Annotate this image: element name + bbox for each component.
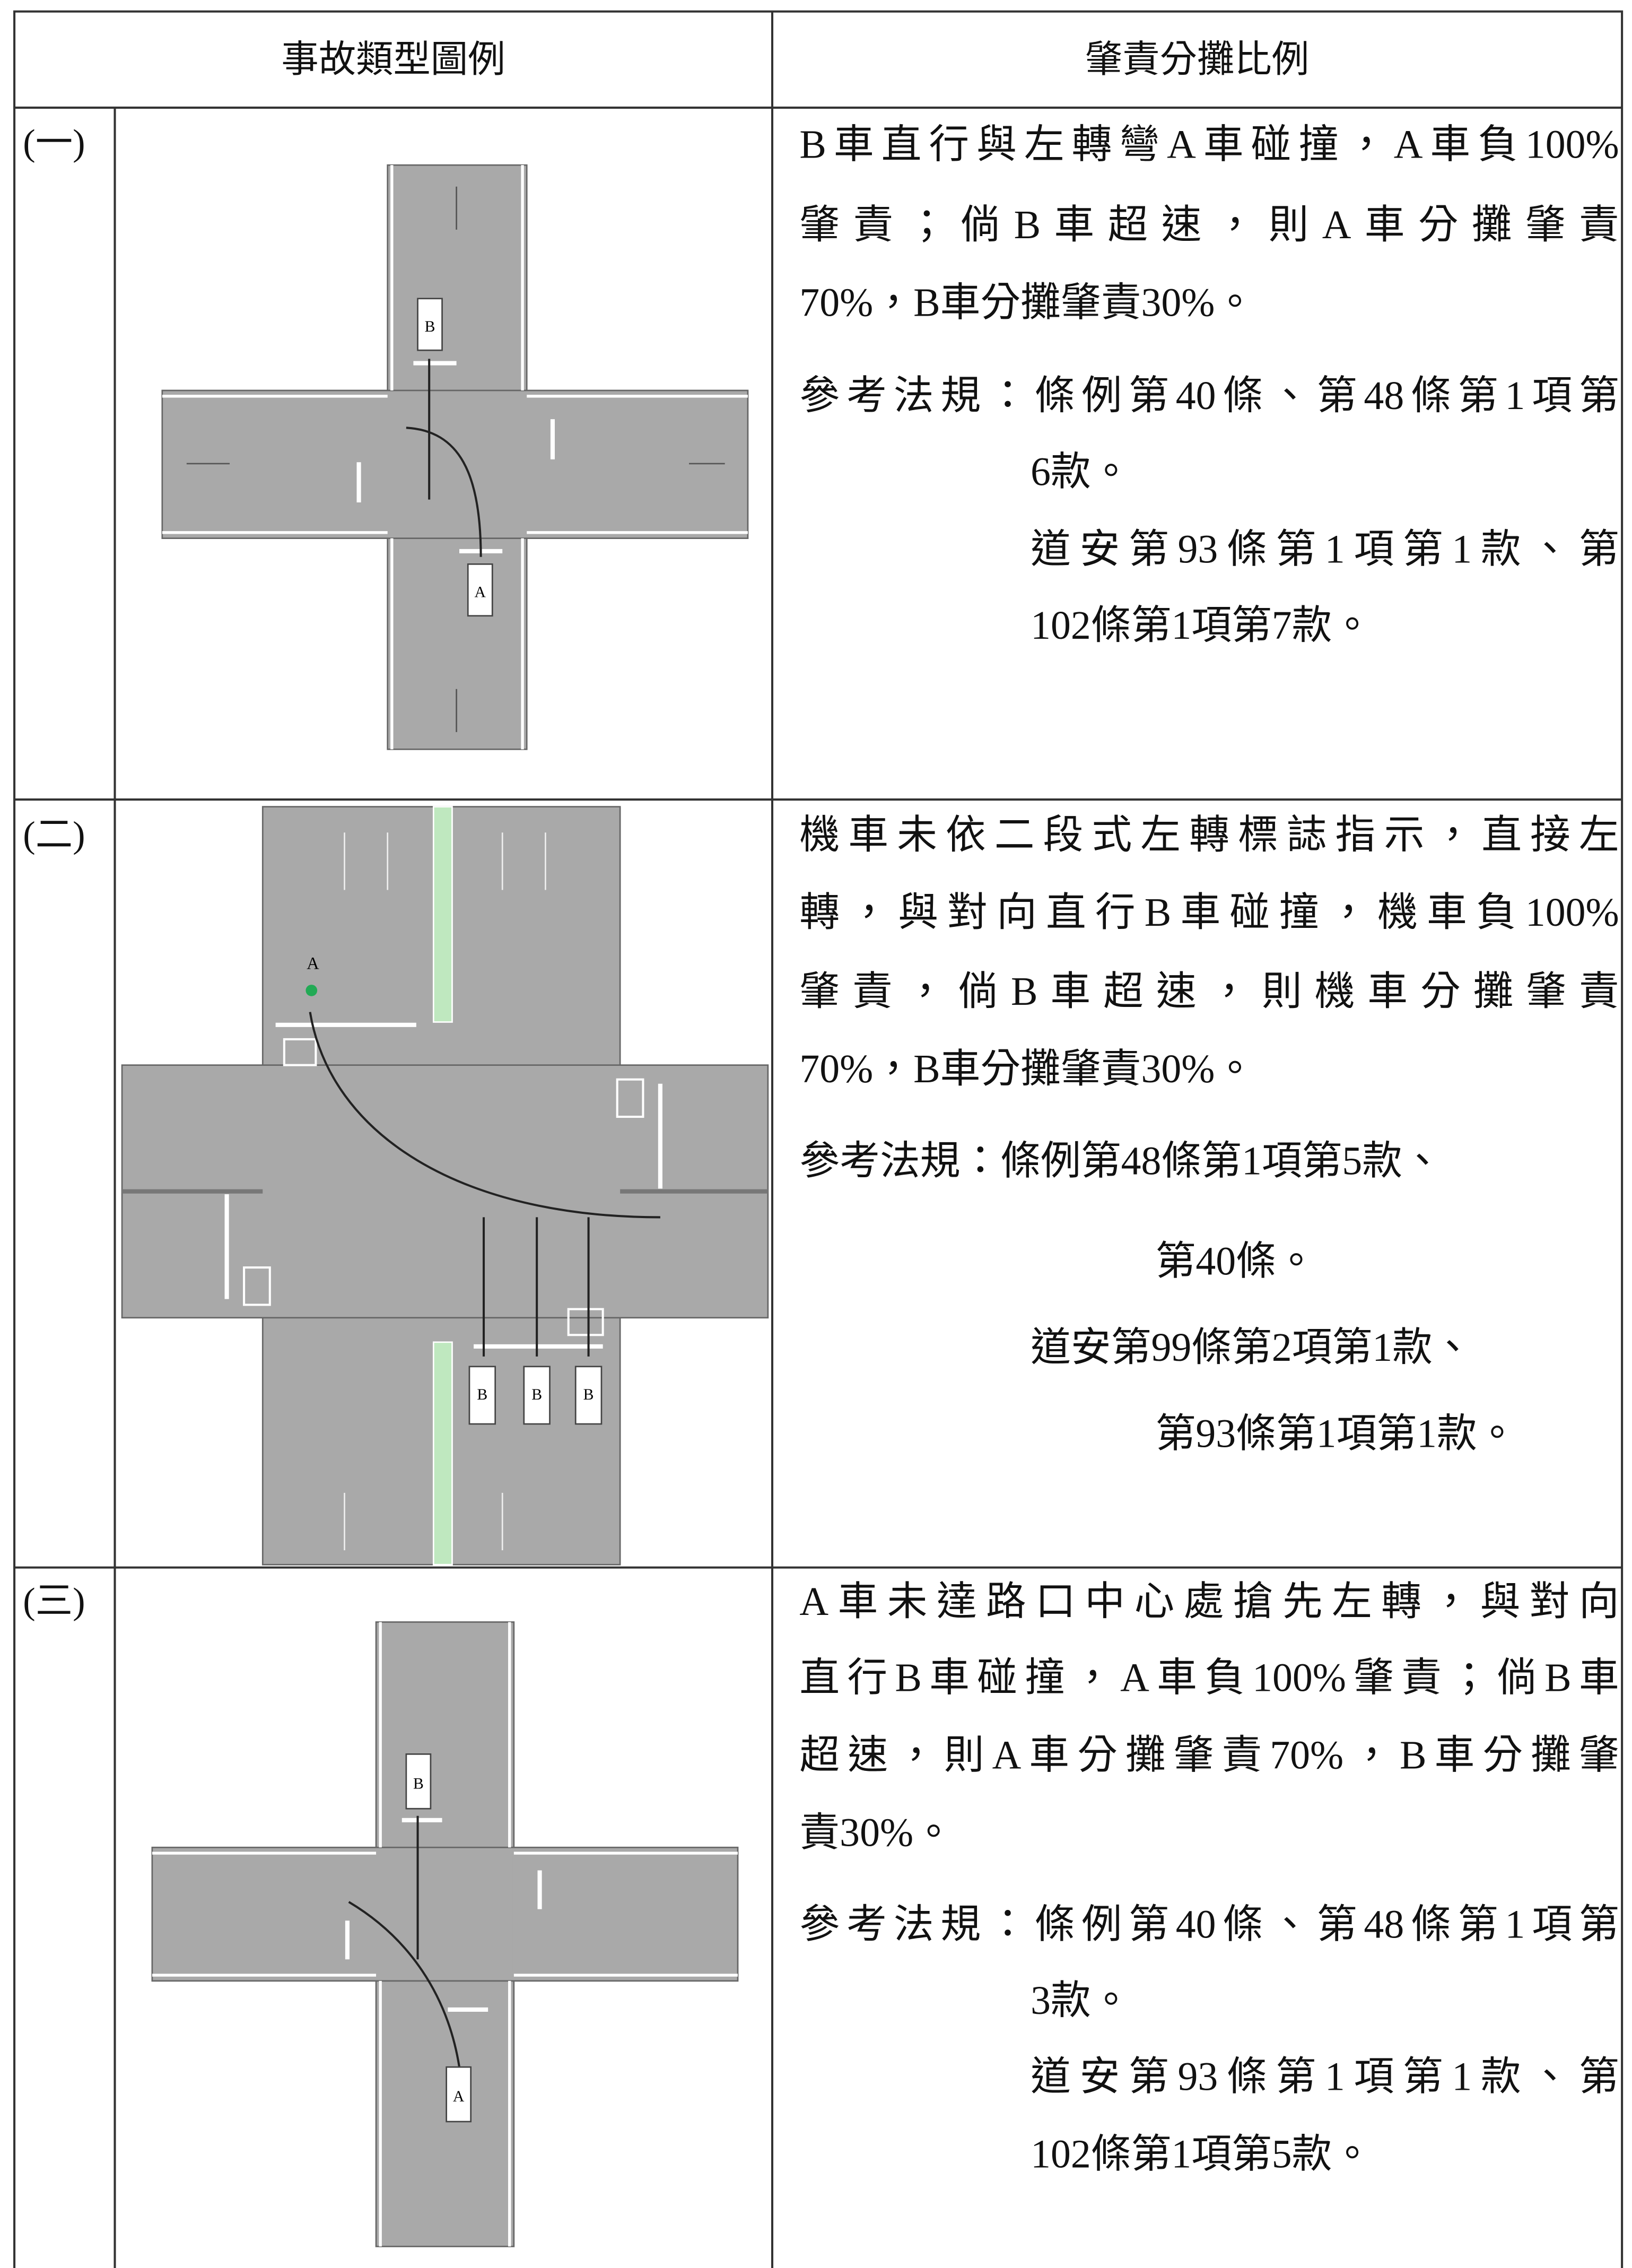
reference-line: 102條第1項第5款。	[1031, 2133, 1373, 2178]
diagram-1: B A	[161, 164, 749, 750]
description-line: 機車未依二段式左轉標誌指示，直接左	[799, 814, 1619, 859]
reference-line: 3款。	[1031, 1979, 1131, 2024]
header-cell: 事故類型圖例	[281, 39, 505, 81]
reference-line: 參考法規：條例第40條、第48條第1項第	[799, 1903, 1619, 1948]
description-line: 70%，B車分攤肇責30%。	[799, 1048, 1255, 1093]
description-line: 責30%。	[799, 1811, 954, 1856]
description-line: 70%，B車分攤肇責30%。	[799, 281, 1255, 326]
description-line: 肇責；倘B車超速，則A車分攤肇責	[799, 204, 1619, 249]
reference-line: 道安第99條第2項第1款、	[1031, 1326, 1473, 1371]
reference-line: 道安第93條第1項第1款、第	[1031, 528, 1619, 573]
description-line: B車直行與左轉彎A車碰撞，A車負100%	[799, 123, 1619, 168]
description-line: 肇責，倘B車超速，則機車分攤肇責	[799, 970, 1619, 1015]
reference-line: 6款。	[1031, 450, 1131, 496]
reference-line: 參考法規：條例第48條第1項第5款、	[799, 1140, 1443, 1185]
description-line: 超速，則A車分攤肇責70%，B車分攤肇	[799, 1734, 1619, 1779]
description-line: 直行B車碰撞，A車負100%肇責；倘B車	[799, 1656, 1619, 1701]
reference-line: 102條第1項第7款。	[1031, 604, 1373, 649]
row-label: (二)	[23, 814, 85, 856]
car-label: A	[475, 584, 486, 601]
diagram-2: A B B B	[121, 806, 769, 1566]
car-label: B	[583, 1386, 594, 1403]
car-label: B	[413, 1775, 424, 1792]
car-label: B	[477, 1386, 487, 1403]
row-label: (三)	[23, 1580, 85, 1622]
row-label: (一)	[23, 121, 85, 164]
reference-line: 第93條第1項第1款。	[1155, 1412, 1517, 1457]
reference-line: 道安第93條第1項第1款、第	[1031, 2055, 1619, 2100]
reference-line: 第40條。	[1155, 1240, 1316, 1285]
car-label: B	[425, 318, 435, 335]
header-cell: 肇責分攤比例	[1085, 39, 1310, 81]
reference-line: 參考法規：條例第40條、第48條第1項第	[799, 375, 1619, 420]
car-label: B	[531, 1386, 542, 1403]
description-line: 轉，與對向直行B車碰撞，機車負100%	[799, 891, 1619, 936]
description-line: A車未達路口中心處搶先左轉，與對向	[799, 1580, 1619, 1625]
vehicle-label: A	[307, 954, 319, 973]
car-label: A	[453, 2088, 465, 2105]
diagram-3: B A	[151, 1621, 739, 2247]
